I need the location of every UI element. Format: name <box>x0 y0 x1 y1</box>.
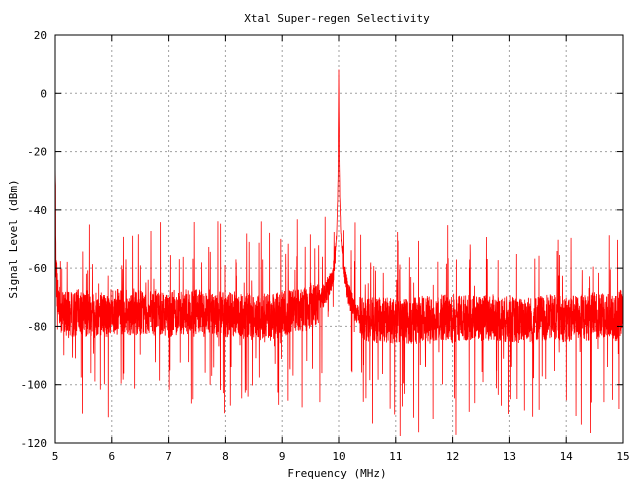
y-tick-label: 20 <box>34 29 47 42</box>
x-tick-label: 5 <box>52 450 59 463</box>
y-tick-label: -20 <box>27 146 47 159</box>
y-tick-label: -120 <box>21 437 48 450</box>
y-axis-label: Signal Level (dBm) <box>7 179 20 298</box>
x-tick-label: 8 <box>222 450 229 463</box>
x-tick-label: 14 <box>560 450 574 463</box>
y-tick-label: -80 <box>27 320 47 333</box>
x-tick-label: 6 <box>108 450 115 463</box>
x-tick-label: 10 <box>332 450 345 463</box>
x-tick-label: 9 <box>279 450 286 463</box>
y-tick-label: 0 <box>40 87 47 100</box>
x-tick-label: 15 <box>616 450 629 463</box>
series-trace <box>54 69 624 436</box>
x-tick-label: 11 <box>389 450 402 463</box>
axis-ticks: 5 6 7 8 9 10 11 12 13 14 15 -120 -100 -80 -60 -40 -20 0 20 <box>21 29 630 463</box>
x-axis-label: Frequency (MHz) <box>287 467 386 480</box>
y-tick-label: -40 <box>27 204 47 217</box>
series-line <box>54 69 624 436</box>
y-tick-label: -100 <box>21 379 48 392</box>
x-tick-label: 7 <box>165 450 172 463</box>
y-tick-label: -60 <box>27 262 47 275</box>
x-tick-label: 13 <box>503 450 516 463</box>
chart-title: Xtal Super-regen Selectivity <box>244 12 430 25</box>
x-tick-label: 12 <box>446 450 459 463</box>
